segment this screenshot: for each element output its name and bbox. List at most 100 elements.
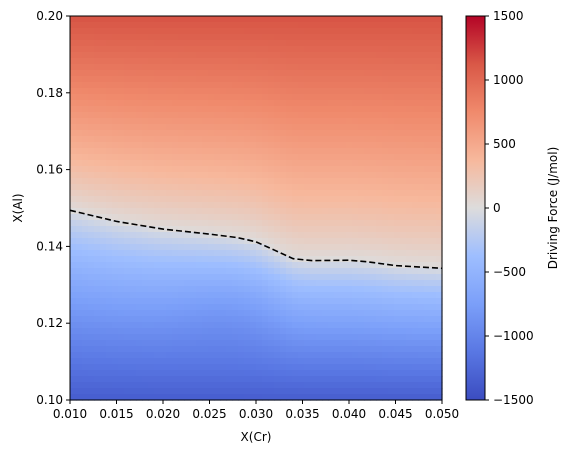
heatmap-cell [94, 256, 101, 263]
heatmap-cell [256, 364, 263, 371]
heatmap-cell [82, 172, 89, 179]
heatmap-cell [364, 184, 371, 191]
heatmap-cell [340, 316, 347, 323]
heatmap-cell [160, 82, 167, 89]
heatmap-cell [268, 196, 275, 203]
heatmap-cell [316, 214, 323, 221]
heatmap-cell [292, 184, 299, 191]
heatmap-cell [280, 172, 287, 179]
heatmap-cell [394, 202, 401, 209]
heatmap-cell [334, 340, 341, 347]
heatmap-cell [298, 292, 305, 299]
heatmap-cell [256, 88, 263, 95]
heatmap-cell [424, 346, 431, 353]
heatmap-cell [388, 166, 395, 173]
heatmap-cell [238, 52, 245, 59]
heatmap-cell [196, 328, 203, 335]
heatmap-cell [412, 292, 419, 299]
heatmap-cell [94, 208, 101, 215]
heatmap-cell [256, 148, 263, 155]
heatmap-cell [298, 262, 305, 269]
heatmap-cell [370, 196, 377, 203]
heatmap-cell [166, 394, 173, 401]
heatmap-cell [364, 370, 371, 377]
heatmap-cell [154, 166, 161, 173]
heatmap-cell [184, 238, 191, 245]
heatmap-cell [376, 292, 383, 299]
heatmap-cell [436, 376, 443, 383]
heatmap-cell [316, 334, 323, 341]
heatmap-cell [328, 46, 335, 53]
heatmap-cell [256, 322, 263, 329]
heatmap-cell [334, 316, 341, 323]
heatmap-cell [334, 376, 341, 383]
heatmap-cell [124, 172, 131, 179]
heatmap-cell [88, 370, 95, 377]
heatmap-cell [274, 112, 281, 119]
heatmap-cell [82, 304, 89, 311]
heatmap-cell [172, 118, 179, 125]
heatmap-cell [304, 280, 311, 287]
heatmap-cell [112, 340, 119, 347]
heatmap-cell [118, 250, 125, 257]
heatmap-cell [406, 40, 413, 47]
heatmap-cell [346, 262, 353, 269]
heatmap-cell [352, 262, 359, 269]
heatmap-cell [298, 40, 305, 47]
heatmap-cell [124, 106, 131, 113]
heatmap-cell [334, 142, 341, 149]
heatmap-cell [184, 22, 191, 29]
heatmap-cell [82, 394, 89, 401]
heatmap-cell [202, 70, 209, 77]
heatmap-cell [244, 178, 251, 185]
heatmap-cell [94, 112, 101, 119]
heatmap-cell [112, 58, 119, 65]
heatmap-cell [382, 196, 389, 203]
heatmap-cell [424, 46, 431, 53]
heatmap-cell [214, 208, 221, 215]
heatmap-cell [142, 256, 149, 263]
heatmap-cell [274, 208, 281, 215]
heatmap-cell [406, 394, 413, 401]
heatmap-cell [418, 202, 425, 209]
heatmap-cell [388, 118, 395, 125]
heatmap-cell [370, 394, 377, 401]
heatmap-cell [376, 268, 383, 275]
heatmap-cell [304, 160, 311, 167]
heatmap-cell [148, 184, 155, 191]
heatmap-cell [256, 358, 263, 365]
heatmap-cell [250, 82, 257, 89]
heatmap-cell [70, 214, 77, 221]
heatmap-cell [94, 136, 101, 143]
heatmap-cell [154, 16, 161, 23]
heatmap-cell [298, 166, 305, 173]
heatmap-cell [154, 328, 161, 335]
heatmap-cell [196, 382, 203, 389]
heatmap-cell [178, 106, 185, 113]
heatmap-cell [178, 322, 185, 329]
heatmap-cell [436, 268, 443, 275]
heatmap-cell [220, 226, 227, 233]
heatmap-cell [130, 112, 137, 119]
heatmap-cell [190, 52, 197, 59]
heatmap-cell [364, 64, 371, 71]
heatmap-cell [88, 58, 95, 65]
heatmap-cell [190, 268, 197, 275]
heatmap-cell [106, 82, 113, 89]
heatmap-cell [436, 70, 443, 77]
heatmap-cell [160, 346, 167, 353]
heatmap-cell [190, 220, 197, 227]
heatmap-cell [394, 304, 401, 311]
heatmap-cell [388, 40, 395, 47]
heatmap-cell [94, 76, 101, 83]
heatmap-cell [100, 100, 107, 107]
heatmap-cell [262, 346, 269, 353]
heatmap-cell [304, 220, 311, 227]
heatmap-cell [328, 124, 335, 131]
heatmap-cell [310, 280, 317, 287]
heatmap-cell [82, 40, 89, 47]
heatmap-cell [340, 124, 347, 131]
heatmap-cell [268, 46, 275, 53]
heatmap-cell [178, 190, 185, 197]
heatmap-cell [352, 304, 359, 311]
